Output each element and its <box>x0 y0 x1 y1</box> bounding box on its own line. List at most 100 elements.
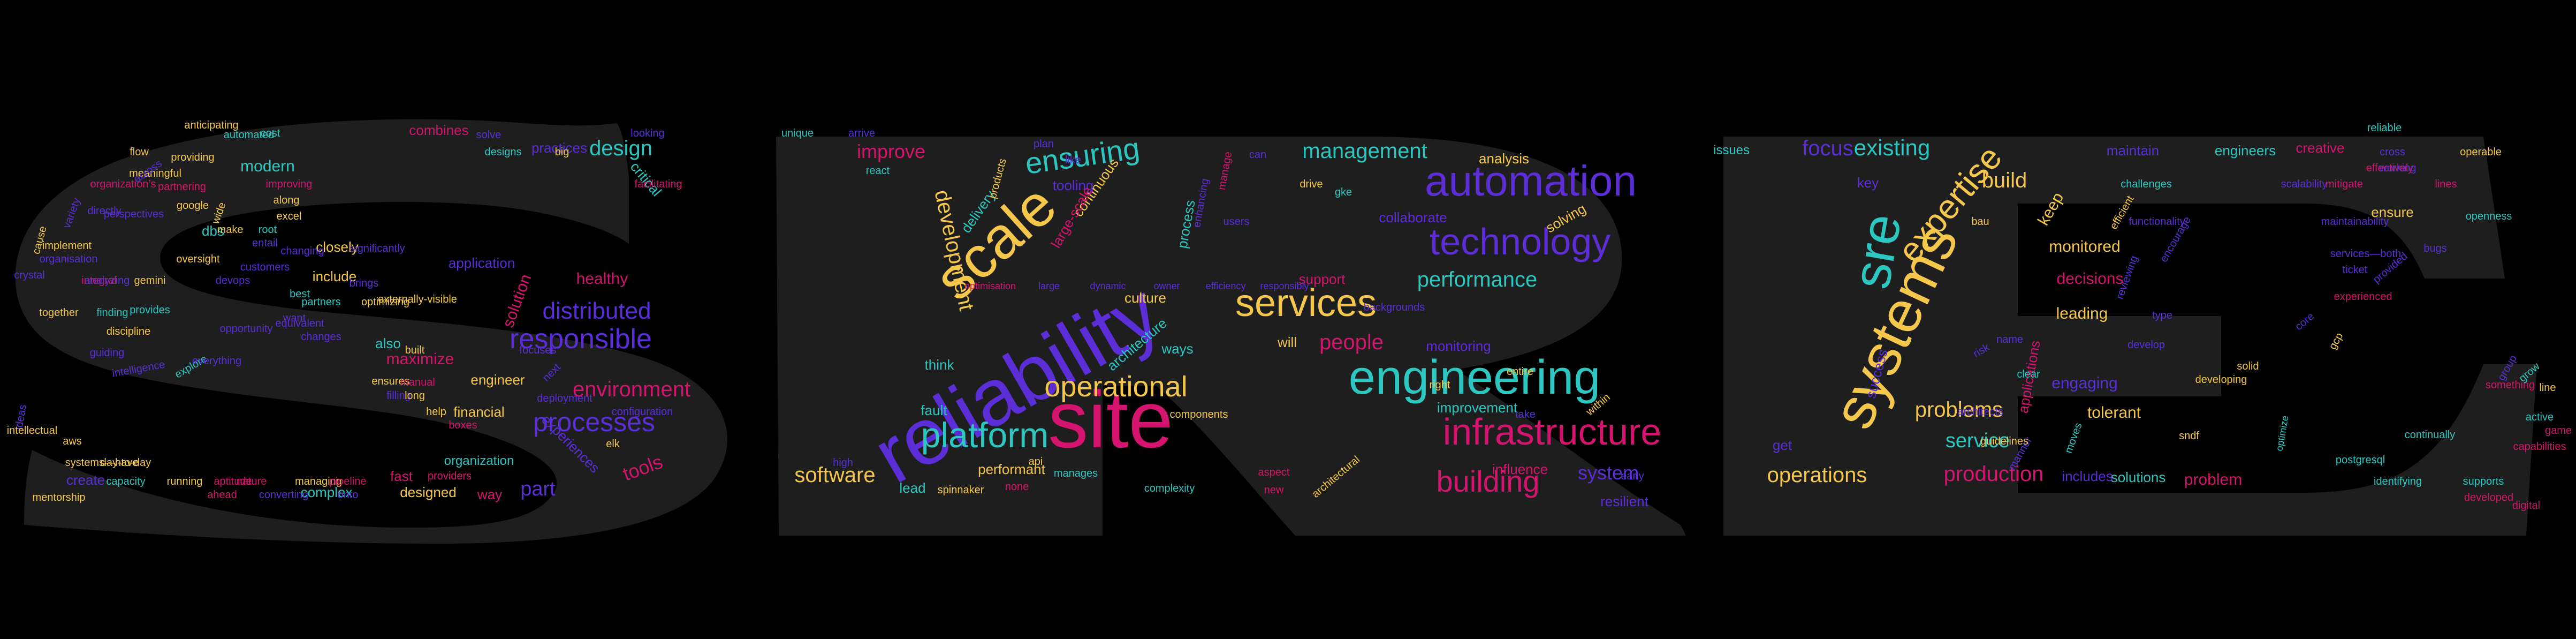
cloud-word-sndf: sndf <box>2179 430 2199 442</box>
cloud-word-ensure: ensure <box>2371 204 2414 220</box>
cloud-word-architects: architects <box>1957 406 2003 418</box>
cloud-word-modern: modern <box>240 157 295 175</box>
cloud-word-unique: unique <box>781 127 814 139</box>
cloud-word-maintainability: maintainability <box>2321 216 2389 228</box>
cloud-word-equivalent: equivalent <box>275 318 324 329</box>
cloud-word-clear: clear <box>2017 369 2040 380</box>
cloud-word-automated: automated <box>224 129 275 141</box>
cloud-word-ahead: ahead <box>207 489 237 501</box>
cloud-word-will: will <box>1277 334 1297 350</box>
cloud-word-automation: automation <box>1425 157 1637 205</box>
cloud-word-include: include <box>313 268 356 284</box>
cloud-word-dbs: dbs <box>202 223 224 239</box>
cloud-word-organization: organization <box>444 454 514 468</box>
cloud-word-existing: existing <box>1854 135 1930 160</box>
cloud-word-looking: looking <box>630 127 664 139</box>
cloud-word-platform: platform <box>921 415 1048 455</box>
cloud-word-game: game <box>2545 425 2572 437</box>
cloud-word-collaborate: collaborate <box>1379 209 1447 225</box>
cloud-word-tolerant: tolerant <box>2087 404 2141 422</box>
cloud-word-onto: onto <box>338 489 359 501</box>
cloud-word-partners: partners <box>301 296 340 308</box>
cloud-word-name: name <box>1996 334 2023 345</box>
cloud-word-performant: performant <box>978 461 1045 477</box>
cloud-word-technology: technology <box>1430 221 1611 262</box>
cloud-word-boxes: boxes <box>449 419 477 431</box>
cloud-word-significantly: significantly <box>349 243 405 254</box>
cloud-word-building: building <box>1436 464 1539 498</box>
cloud-word-experienced: experienced <box>2334 291 2392 303</box>
cloud-word-site: site <box>1048 374 1173 464</box>
cloud-word-users: users <box>1224 216 1250 228</box>
cloud-word-effectively: effectively <box>2366 162 2414 174</box>
cloud-word-flow: flow <box>130 146 149 158</box>
cloud-word-application: application <box>449 255 515 271</box>
cloud-word-spinnaker: spinnaker <box>938 484 984 496</box>
cloud-word-long: long <box>405 390 425 402</box>
cloud-word-includes: includes <box>2062 468 2113 484</box>
cloud-word-analysis: analysis <box>1479 151 1529 167</box>
cloud-word-help: help <box>426 406 446 418</box>
cloud-word-distributed: distributed <box>542 298 651 324</box>
cloud-word-continually: continually <box>2405 429 2456 441</box>
cloud-word-devops: devops <box>216 275 250 287</box>
cloud-word-practices: practices <box>531 140 587 156</box>
cloud-word-closely: closely <box>316 239 358 255</box>
cloud-word-cost: cost <box>261 127 280 139</box>
cloud-word-manual: manual <box>400 377 435 388</box>
cloud-word-problems: problems <box>1915 398 2003 422</box>
cloud-word-right: right <box>1430 379 1450 391</box>
cloud-word-challenges: challenges <box>2121 178 2172 190</box>
cloud-word-fast: fast <box>390 468 413 484</box>
cloud-word-improve: improve <box>857 140 925 162</box>
cloud-word-lead: lead <box>899 480 925 496</box>
cloud-word-provides: provides <box>130 304 170 316</box>
letter-r-shape <box>776 137 1686 536</box>
cloud-word-providers: providers <box>428 470 472 482</box>
cloud-word-responsible: responsible <box>510 324 652 355</box>
cloud-word-fault: fault <box>921 402 947 418</box>
cloud-word-designs: designs <box>485 146 522 158</box>
cloud-word-crystal: crystal <box>14 269 45 281</box>
cloud-word-developed: developed <box>2464 492 2513 503</box>
cloud-word-arrive: arrive <box>848 127 875 139</box>
cloud-word-decisions: decisions <box>2056 270 2123 288</box>
cloud-word-software: software <box>794 463 875 487</box>
cloud-word-mitigate: mitigate <box>2326 178 2363 190</box>
cloud-word-nature: nature <box>237 476 267 487</box>
cloud-word-aspect: aspect <box>1258 467 1290 478</box>
cloud-word-meaningful: meaningful <box>129 168 181 179</box>
cloud-word-functionality: functionality <box>2129 216 2185 228</box>
cloud-word-focuses: focuses <box>520 344 557 356</box>
cloud-word-something: something <box>2486 379 2535 391</box>
cloud-word-think: think <box>925 357 955 373</box>
cloud-word-design: design <box>589 137 652 160</box>
cloud-word-api: api <box>1029 456 1043 468</box>
cloud-word-bugs: bugs <box>2423 243 2446 254</box>
cloud-word-infrastructure: infrastructure <box>1443 411 1661 453</box>
cloud-word-none: none <box>1005 481 1029 493</box>
cloud-word-complexity: complexity <box>1144 483 1195 494</box>
cloud-word-drive: drive <box>1300 178 1323 190</box>
cloud-word-production: production <box>1944 462 2044 486</box>
cloud-word-services: services <box>1235 282 1377 325</box>
cloud-word-culture: culture <box>1124 290 1166 306</box>
cloud-word-high: high <box>833 457 853 469</box>
cloud-word-facilitating: facilitating <box>635 178 682 190</box>
cloud-word-reliable: reliable <box>2367 122 2402 134</box>
cloud-word-capacity: capacity <box>106 476 145 487</box>
cloud-word-complex: complex <box>301 484 353 500</box>
cloud-word-focus: focus <box>1802 137 1853 160</box>
cloud-word-guiding: guiding <box>90 347 125 359</box>
cloud-word-ensures: ensures <box>371 375 409 387</box>
cloud-word-get: get <box>1773 437 1792 453</box>
cloud-word-together: together <box>39 307 79 319</box>
cloud-word-support: support <box>1299 271 1346 287</box>
cloud-word-externally-visible: externally-visible <box>378 294 457 305</box>
cloud-word-built: built <box>405 344 425 356</box>
cloud-word-dynamic: dynamic <box>1090 281 1126 291</box>
cloud-word-develop: develop <box>2127 339 2165 351</box>
cloud-word-gke: gke <box>1335 186 1352 198</box>
cloud-word-create: create <box>66 472 105 488</box>
cloud-word-sre: sre <box>1841 209 1912 293</box>
